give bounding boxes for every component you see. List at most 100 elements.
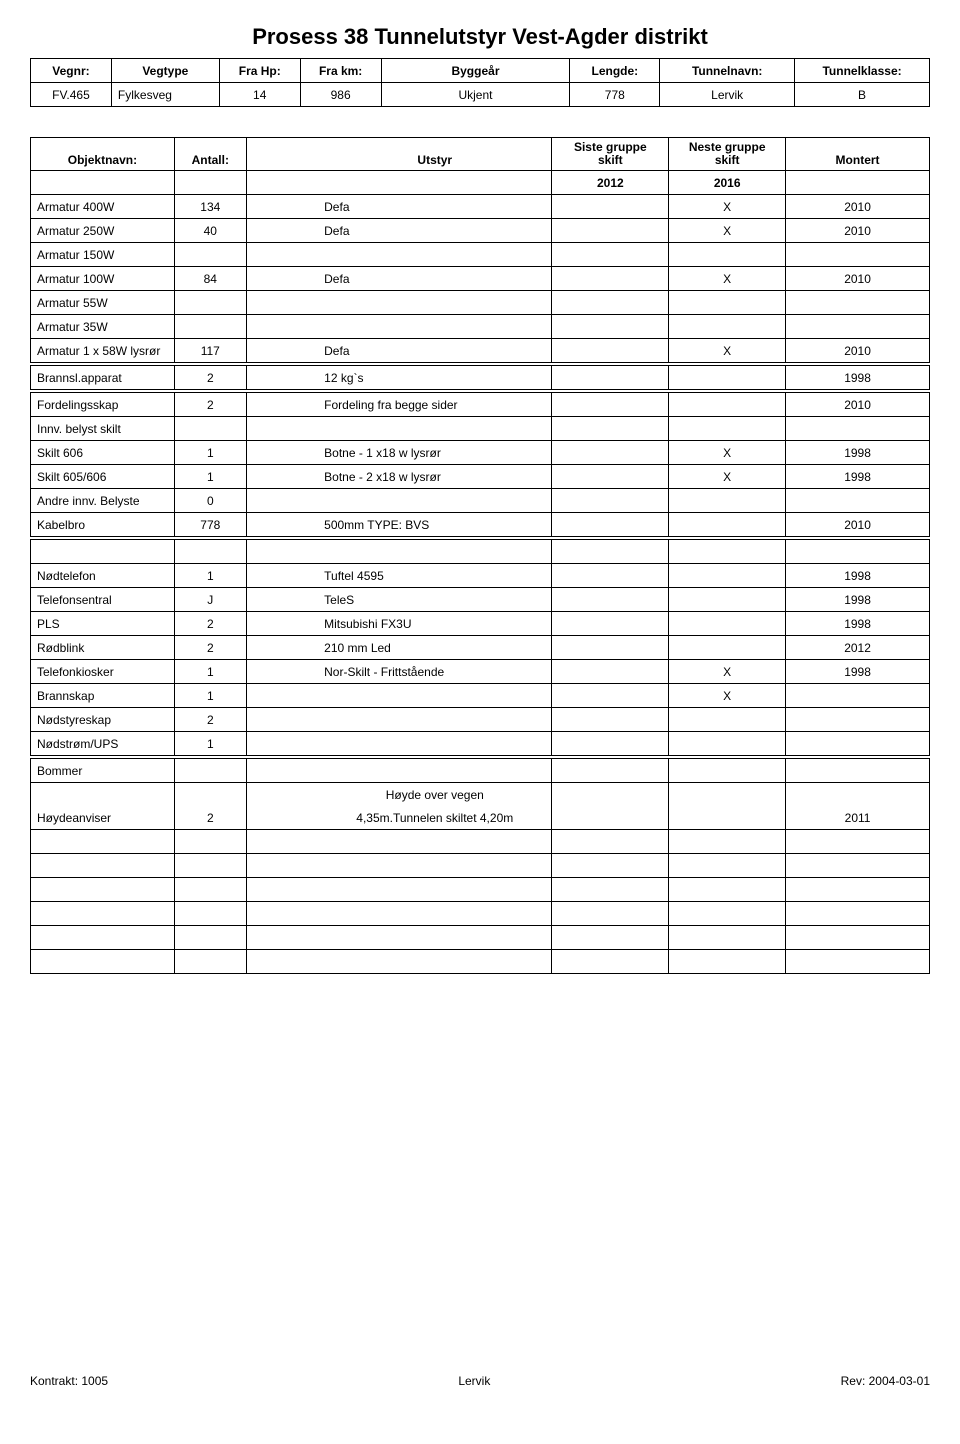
header1-value: 14: [219, 83, 300, 107]
data-cell: [246, 489, 318, 513]
data-cell: 2010: [786, 195, 930, 219]
data-cell: [552, 243, 669, 267]
data-cell: Andre innv. Belyste: [31, 489, 175, 513]
data-cell: [318, 830, 552, 854]
data-cell: [552, 219, 669, 243]
data-cell: [786, 489, 930, 513]
data-cell: [318, 171, 552, 195]
data-cell: Botne - 2 x18 w lysrør: [318, 465, 552, 489]
data-cell: 2010: [786, 267, 930, 291]
data-cell: [669, 417, 786, 441]
data-cell: [786, 902, 930, 926]
data-cell: [669, 759, 786, 783]
data-cell: [246, 636, 318, 660]
data-cell: [318, 489, 552, 513]
data-cell: [552, 393, 669, 417]
data-cell: 2: [174, 708, 246, 732]
data-cell: [31, 830, 175, 854]
data-cell: Nødstrøm/UPS: [31, 732, 175, 756]
header1-label: Tunnelklasse:: [795, 59, 930, 83]
data-cell: Telefonsentral: [31, 588, 175, 612]
data-cell: Botne - 1 x18 w lysrør: [318, 441, 552, 465]
data-cell: [174, 950, 246, 974]
data-cell: 2012: [786, 636, 930, 660]
data-cell: [246, 759, 318, 783]
data-cell: Nor-Skilt - Frittstående: [318, 660, 552, 684]
data-cell: 2016: [669, 171, 786, 195]
footer-right: Rev: 2004-03-01: [841, 1374, 930, 1388]
data-cell: Armatur 150W: [31, 243, 175, 267]
data-cell: Utstyr: [318, 138, 552, 171]
data-cell: [786, 783, 930, 807]
data-cell: [669, 612, 786, 636]
data-cell: [318, 926, 552, 950]
data-cell: [786, 878, 930, 902]
data-cell: [786, 950, 930, 974]
data-cell: Nødtelefon: [31, 564, 175, 588]
data-cell: X: [669, 684, 786, 708]
data-cell: [246, 339, 318, 363]
data-cell: [246, 830, 318, 854]
data-cell: 0: [174, 489, 246, 513]
main-data-table: Objektnavn:Antall:UtstyrSiste gruppeskif…: [30, 137, 930, 974]
header1-value: Lervik: [660, 83, 795, 107]
data-cell: [246, 564, 318, 588]
data-cell: [246, 291, 318, 315]
data-cell: Neste gruppeskift: [669, 138, 786, 171]
data-cell: X: [669, 660, 786, 684]
data-cell: 84: [174, 267, 246, 291]
data-cell: 1: [174, 441, 246, 465]
data-cell: Armatur 250W: [31, 219, 175, 243]
data-cell: [786, 830, 930, 854]
data-cell: 1: [174, 564, 246, 588]
data-cell: [318, 708, 552, 732]
data-cell: [669, 291, 786, 315]
data-cell: [31, 926, 175, 950]
page-footer: Kontrakt: 1005 Lervik Rev: 2004-03-01: [30, 1374, 930, 1388]
data-cell: [246, 926, 318, 950]
header1-label: Byggeår: [381, 59, 570, 83]
data-cell: [318, 878, 552, 902]
spacer-table: [30, 107, 930, 137]
data-cell: [786, 759, 930, 783]
data-cell: [318, 902, 552, 926]
data-cell: X: [669, 465, 786, 489]
data-cell: Armatur 35W: [31, 315, 175, 339]
data-cell: 2: [174, 366, 246, 390]
data-cell: [669, 513, 786, 537]
data-cell: [318, 854, 552, 878]
data-cell: [552, 267, 669, 291]
data-cell: [786, 926, 930, 950]
data-cell: [669, 708, 786, 732]
data-cell: [552, 684, 669, 708]
data-cell: [552, 854, 669, 878]
data-cell: TeleS: [318, 588, 552, 612]
data-cell: Armatur 400W: [31, 195, 175, 219]
data-cell: [31, 902, 175, 926]
data-cell: Skilt 606: [31, 441, 175, 465]
data-cell: PLS: [31, 612, 175, 636]
header1-label: Fra Hp:: [219, 59, 300, 83]
data-cell: [552, 878, 669, 902]
data-cell: [552, 612, 669, 636]
data-cell: Telefonkiosker: [31, 660, 175, 684]
data-cell: 2: [174, 393, 246, 417]
data-cell: 2: [174, 636, 246, 660]
data-cell: [552, 339, 669, 363]
data-cell: 1: [174, 684, 246, 708]
data-cell: [669, 926, 786, 950]
data-cell: [552, 291, 669, 315]
data-cell: [174, 830, 246, 854]
data-cell: 12 kg`s: [318, 366, 552, 390]
data-cell: [246, 417, 318, 441]
data-cell: [246, 138, 318, 171]
data-cell: [246, 950, 318, 974]
data-cell: [174, 315, 246, 339]
data-cell: Bommer: [31, 759, 175, 783]
footer-center: Lervik: [458, 1374, 490, 1388]
data-cell: [246, 219, 318, 243]
data-cell: [31, 854, 175, 878]
data-cell: [669, 732, 786, 756]
header1-label: Lengde:: [570, 59, 660, 83]
header1-label: Tunnelnavn:: [660, 59, 795, 83]
